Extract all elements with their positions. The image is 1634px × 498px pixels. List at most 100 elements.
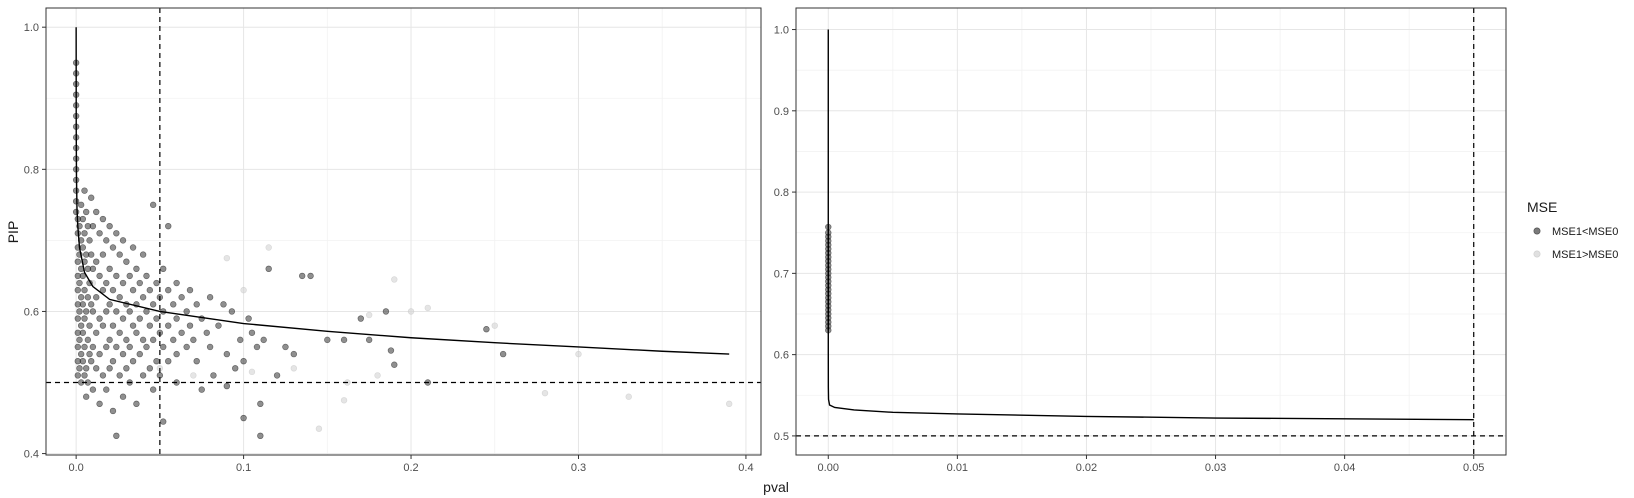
data-point (223, 382, 231, 390)
data-point (149, 201, 157, 209)
data-point (72, 208, 80, 216)
data-point (79, 329, 87, 336)
data-point (84, 336, 92, 344)
data-point (119, 393, 127, 400)
left-curve-line (75, 27, 730, 355)
legend-swatch-mse1-gt-mse0 (1533, 250, 1541, 258)
data-point (133, 329, 140, 336)
data-point (183, 343, 190, 351)
data-point (103, 237, 110, 244)
data-point (186, 322, 194, 329)
data-point (240, 286, 247, 294)
data-point (76, 365, 83, 372)
left-y-tick-label: 0.6 (24, 306, 39, 318)
data-point (74, 372, 82, 379)
data-point (89, 222, 97, 230)
data-point (82, 393, 90, 400)
data-point (170, 336, 177, 344)
data-point (93, 294, 100, 301)
data-point (96, 272, 103, 280)
data-point (93, 329, 100, 336)
data-point (160, 343, 167, 351)
data-point (99, 251, 107, 258)
data-point (153, 357, 160, 365)
data-point (499, 350, 507, 358)
data-point (190, 336, 197, 344)
data-point (193, 357, 200, 365)
data-point (81, 372, 88, 379)
data-point (143, 272, 150, 280)
data-point (391, 361, 398, 368)
legend: MSE MSE1<MSE0 MSE1>MSE0 (1527, 199, 1618, 261)
data-point (82, 208, 90, 216)
right-curve-line (827, 29, 1474, 421)
data-point (116, 294, 123, 301)
data-point (109, 407, 117, 415)
data-point (240, 357, 247, 365)
data-point (82, 308, 90, 315)
data-point (228, 308, 236, 315)
data-point (99, 372, 107, 379)
data-point (483, 326, 490, 333)
right-x-tick-label: 0.03 (1205, 462, 1226, 474)
data-point (491, 322, 498, 329)
data-point (123, 365, 130, 372)
data-point (391, 276, 398, 283)
data-point (77, 201, 85, 209)
data-point (183, 308, 190, 315)
data-point (109, 286, 117, 294)
data-point (165, 322, 172, 329)
left-y-tick-label: 0.8 (24, 164, 39, 176)
data-point (81, 315, 88, 322)
data-point (178, 329, 185, 336)
right-y-tick-label: 0.9 (774, 106, 789, 118)
data-point (96, 350, 103, 358)
y-axis-title: PIP (5, 221, 21, 244)
data-point (84, 294, 92, 301)
data-point (173, 350, 180, 358)
right-y-tick-label: 0.6 (774, 350, 789, 362)
data-point (81, 286, 88, 294)
left-y-tick-label: 1.0 (24, 22, 39, 34)
x-axis-title: pval (763, 479, 789, 495)
data-point (257, 432, 264, 440)
data-point (265, 244, 272, 251)
data-point (116, 372, 123, 379)
data-point (133, 265, 140, 273)
data-point (340, 397, 348, 404)
data-point (129, 286, 137, 294)
data-point (146, 322, 154, 329)
data-point (76, 279, 83, 287)
data-point (129, 322, 137, 329)
data-point (86, 350, 93, 358)
right-x-tick-labels: 0.00 0.01 0.02 0.03 0.04 0.05 (818, 462, 1485, 474)
data-point (198, 386, 205, 393)
data-point (315, 425, 323, 432)
data-point (113, 308, 120, 315)
data-point (136, 350, 143, 358)
right-panel: 0.00 0.01 0.02 0.03 0.04 0.05 0.5 0.6 0.7 0.8 0.9… (774, 7, 1507, 474)
data-point (290, 365, 298, 372)
data-point (123, 258, 130, 265)
data-point (149, 301, 157, 308)
data-point (126, 343, 133, 351)
data-point (96, 400, 103, 408)
data-point (282, 343, 289, 351)
data-point (575, 350, 582, 358)
data-point (81, 343, 88, 351)
data-point (165, 286, 172, 294)
right-minor-gridlines (796, 8, 1506, 455)
data-point (220, 301, 227, 308)
left-x-tick-label: 0.4 (738, 462, 753, 474)
data-point (103, 343, 110, 351)
left-panel-border (45, 7, 762, 456)
left-x-tick-label: 0.2 (403, 462, 418, 474)
data-point (725, 400, 733, 408)
data-point (382, 308, 390, 315)
data-point (186, 286, 194, 294)
data-point (89, 386, 97, 393)
left-x-tick-label: 0.1 (236, 462, 251, 474)
data-point (407, 308, 415, 315)
data-point (99, 286, 107, 294)
data-point (340, 336, 348, 344)
